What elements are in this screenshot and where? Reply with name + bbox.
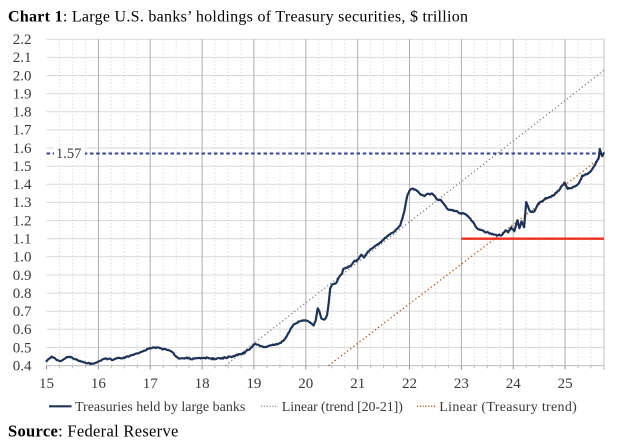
- svg-text:1.6: 1.6: [13, 141, 32, 157]
- svg-text:25: 25: [558, 376, 573, 392]
- svg-text:21: 21: [350, 376, 365, 392]
- svg-text:Linear (trend [20-21]): Linear (trend [20-21]): [282, 400, 403, 415]
- svg-text:0.7: 0.7: [13, 304, 32, 320]
- svg-text:Linear (Treasury trend): Linear (Treasury trend): [439, 400, 577, 415]
- svg-text:20: 20: [298, 376, 313, 392]
- svg-text:Source: Federal Reserve: Source: Federal Reserve: [8, 422, 179, 441]
- svg-text:0.4: 0.4: [13, 358, 32, 374]
- svg-text:18: 18: [195, 376, 210, 392]
- svg-text:1.57: 1.57: [56, 146, 81, 162]
- svg-text:19: 19: [246, 376, 261, 392]
- svg-text:22: 22: [402, 376, 417, 392]
- svg-text:1.7: 1.7: [13, 123, 32, 139]
- svg-text:24: 24: [506, 376, 522, 392]
- svg-text:0.6: 0.6: [13, 322, 32, 338]
- svg-text:1.4: 1.4: [13, 177, 32, 193]
- svg-text:1.5: 1.5: [13, 159, 32, 175]
- svg-text:2.1: 2.1: [13, 50, 32, 66]
- svg-text:0.8: 0.8: [13, 286, 32, 302]
- svg-text:1.1: 1.1: [13, 232, 32, 248]
- svg-text:2.0: 2.0: [13, 68, 32, 84]
- svg-text:Treasuries held by large banks: Treasuries held by large banks: [75, 400, 245, 415]
- svg-text:2.2: 2.2: [13, 32, 32, 48]
- svg-text:Chart 1: Large U.S. banks’ hol: Chart 1: Large U.S. banks’ holdings of T…: [8, 9, 468, 26]
- svg-text:0.5: 0.5: [13, 340, 32, 356]
- svg-text:0.9: 0.9: [13, 268, 32, 284]
- svg-text:17: 17: [143, 376, 159, 392]
- svg-text:1.2: 1.2: [13, 213, 32, 229]
- svg-text:1.0: 1.0: [13, 250, 32, 266]
- svg-text:15: 15: [39, 376, 54, 392]
- svg-text:1.8: 1.8: [13, 105, 32, 121]
- svg-text:1.9: 1.9: [13, 87, 32, 103]
- svg-text:16: 16: [91, 376, 107, 392]
- svg-text:23: 23: [454, 376, 469, 392]
- svg-text:1.3: 1.3: [13, 195, 32, 211]
